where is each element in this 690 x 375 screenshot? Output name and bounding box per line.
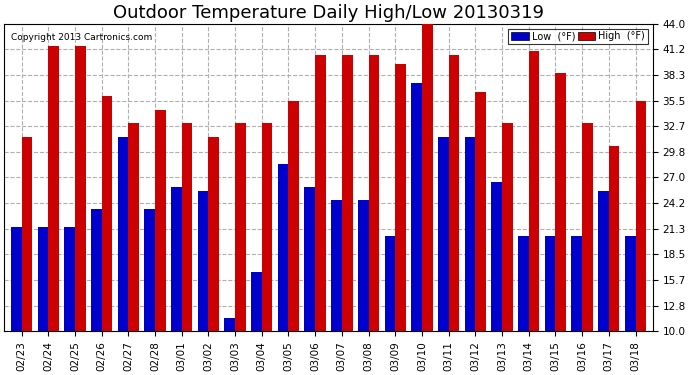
Bar [518, 236, 529, 331]
Bar [251, 273, 262, 331]
Bar [48, 46, 59, 331]
Bar [198, 191, 208, 331]
Bar [625, 236, 635, 331]
Bar [144, 209, 155, 331]
Bar [544, 236, 555, 331]
Bar [288, 100, 299, 331]
Bar [304, 186, 315, 331]
Bar [384, 236, 395, 331]
Bar [368, 56, 380, 331]
Bar [502, 123, 513, 331]
Bar [422, 24, 433, 331]
Bar [235, 123, 246, 331]
Bar [155, 110, 166, 331]
Bar [171, 186, 181, 331]
Bar [117, 137, 128, 331]
Bar [395, 64, 406, 331]
Bar [582, 123, 593, 331]
Text: Copyright 2013 Cartronics.com: Copyright 2013 Cartronics.com [10, 33, 152, 42]
Bar [181, 123, 193, 331]
Bar [21, 137, 32, 331]
Bar [278, 164, 288, 331]
Bar [635, 100, 647, 331]
Bar [262, 123, 273, 331]
Bar [331, 200, 342, 331]
Title: Outdoor Temperature Daily High/Low 20130319: Outdoor Temperature Daily High/Low 20130… [113, 4, 544, 22]
Bar [315, 56, 326, 331]
Bar [358, 200, 368, 331]
Bar [571, 236, 582, 331]
Bar [11, 227, 21, 331]
Bar [37, 227, 48, 331]
Bar [491, 182, 502, 331]
Bar [64, 227, 75, 331]
Bar [101, 96, 112, 331]
Bar [342, 56, 353, 331]
Bar [609, 146, 620, 331]
Bar [75, 46, 86, 331]
Bar [128, 123, 139, 331]
Bar [448, 56, 460, 331]
Bar [438, 137, 449, 331]
Bar [555, 74, 566, 331]
Bar [598, 191, 609, 331]
Bar [208, 137, 219, 331]
Bar [475, 92, 486, 331]
Bar [91, 209, 101, 331]
Bar [529, 51, 540, 331]
Legend: Low  (°F), High  (°F): Low (°F), High (°F) [508, 28, 648, 44]
Bar [464, 137, 475, 331]
Bar [224, 318, 235, 331]
Bar [411, 82, 422, 331]
